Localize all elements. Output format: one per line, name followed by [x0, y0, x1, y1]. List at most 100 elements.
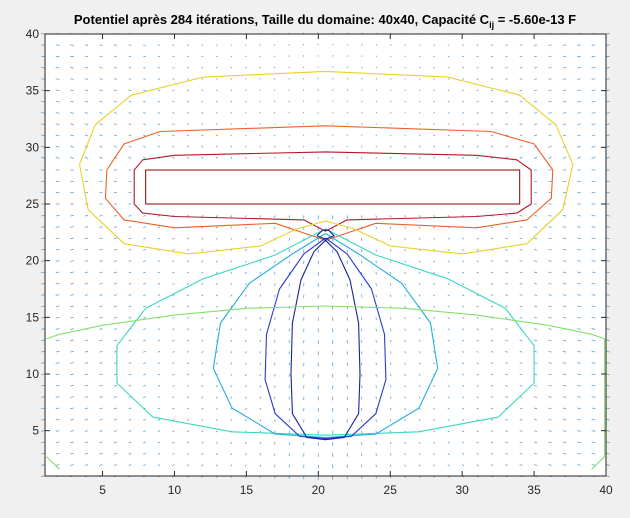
field-arrow: [361, 464, 363, 468]
field-arrow: [113, 441, 118, 444]
field-arrow: [41, 282, 46, 285]
field-arrow: [288, 77, 290, 80]
field-arrow: [128, 441, 132, 444]
field-arrow: [113, 464, 118, 466]
field-arrow: [375, 111, 378, 114]
field-arrow: [476, 384, 479, 387]
field-arrow: [577, 112, 581, 114]
field-arrow: [201, 260, 204, 263]
field-arrow: [99, 260, 103, 262]
field-arrow: [591, 123, 596, 126]
field-arrow: [375, 419, 377, 422]
field-arrow: [84, 100, 89, 103]
field-arrow: [490, 362, 494, 365]
field-arrow: [84, 89, 89, 92]
field-arrow: [84, 384, 89, 387]
field-arrow: [548, 67, 552, 69]
field-arrow: [70, 237, 74, 240]
field-arrow: [40, 156, 46, 160]
field-arrow: [447, 305, 450, 308]
field-arrow: [605, 134, 611, 137]
field-arrow: [70, 78, 74, 80]
field-arrow: [461, 373, 465, 376]
field-arrow: [490, 271, 494, 274]
field-arrow: [143, 226, 146, 228]
field-arrow: [534, 55, 538, 58]
field-arrow: [418, 385, 421, 388]
field-arrow: [389, 123, 392, 125]
field-arrow: [548, 384, 552, 387]
field-arrow: [244, 317, 247, 320]
field-arrow: [70, 145, 74, 148]
field-arrow: [533, 452, 538, 455]
field-arrow: [113, 67, 117, 69]
field-arrow: [375, 328, 377, 332]
field-arrow: [418, 339, 421, 342]
field-arrow: [375, 55, 378, 57]
field-arrow: [99, 156, 103, 160]
field-arrow: [201, 305, 204, 308]
field-arrow: [461, 145, 465, 148]
field-arrow: [577, 55, 581, 58]
field-arrow: [288, 283, 290, 287]
field-arrow: [519, 100, 523, 103]
field-arrow: [215, 441, 218, 444]
field-arrow: [476, 396, 479, 399]
field-arrow: [201, 145, 204, 148]
field-arrow: [433, 294, 436, 297]
field-arrow: [519, 294, 523, 296]
field-arrow: [447, 339, 450, 342]
field-arrow: [591, 350, 596, 353]
field-arrow: [288, 317, 290, 321]
field-arrow: [591, 407, 596, 410]
field-arrow: [230, 156, 233, 159]
field-arrow: [447, 67, 450, 69]
field-arrow: [41, 407, 46, 410]
field-arrow: [375, 351, 377, 354]
field-arrow: [128, 407, 132, 410]
field-arrow: [55, 123, 60, 126]
field-arrow: [418, 237, 421, 240]
field-arrow: [404, 249, 407, 252]
field-arrow: [404, 226, 407, 229]
field-arrow: [128, 260, 132, 262]
field-arrow: [548, 78, 552, 80]
field-arrow: [186, 441, 190, 444]
field-arrow: [113, 418, 118, 421]
contour-line: [290, 239, 361, 441]
field-arrow: [274, 339, 276, 343]
field-arrow: [390, 66, 392, 69]
field-arrow: [143, 282, 146, 285]
field-arrow: [41, 294, 46, 296]
field-arrow: [361, 249, 363, 253]
field-arrow: [433, 351, 436, 354]
field-arrow: [230, 89, 233, 92]
field-arrow: [259, 237, 262, 241]
field-arrow: [605, 226, 610, 228]
field-arrow: [389, 215, 392, 218]
field-arrow: [404, 78, 407, 80]
field-arrow: [533, 418, 538, 421]
x-tick-label: 15: [240, 483, 254, 497]
field-arrow: [84, 452, 89, 455]
field-arrow: [404, 419, 407, 422]
field-arrow: [201, 283, 204, 285]
field-arrow: [201, 339, 204, 342]
field-arrow: [259, 351, 262, 354]
field-arrow: [172, 67, 175, 69]
field-arrow: [244, 283, 247, 286]
field-arrow: [605, 294, 610, 296]
field-arrow: [605, 237, 610, 240]
field-arrow: [418, 260, 421, 263]
field-arrow: [244, 100, 247, 103]
contour-line: [133, 151, 532, 232]
field-arrow: [577, 123, 581, 126]
field-arrow: [375, 441, 377, 445]
field-arrow: [172, 464, 175, 467]
field-arrow: [404, 339, 407, 343]
field-arrow: [361, 134, 363, 137]
field-arrow: [274, 385, 276, 388]
contour-lines: [46, 70, 606, 470]
field-arrow: [128, 156, 132, 160]
